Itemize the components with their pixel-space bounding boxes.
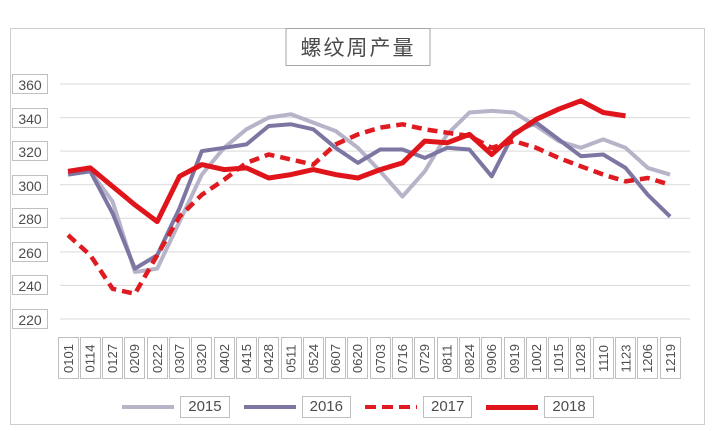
x-tick-label-0906: 0906: [481, 337, 503, 379]
x-tick-text: 0620: [350, 343, 366, 373]
y-tick-label-240: 240: [12, 275, 48, 296]
y-tick-label-360: 360: [12, 74, 48, 94]
legend-item-2017: 2017: [365, 396, 473, 418]
x-tick-text: 0919: [506, 343, 522, 373]
x-tick-text: 0415: [238, 343, 254, 373]
x-tick-label-1015: 1015: [548, 337, 570, 379]
legend-item-2018: 2018: [486, 396, 594, 418]
x-tick-text: 1219: [662, 343, 678, 373]
x-tick-text: 0127: [105, 343, 121, 373]
y-tick-label-260: 260: [12, 241, 48, 262]
legend-line-sample-2016: [243, 405, 296, 409]
series-line-2017: [66, 122, 671, 297]
legend-line-sample-2017: [365, 404, 417, 410]
x-tick-text: 0320: [194, 343, 210, 373]
x-tick-text: 1015: [551, 343, 567, 373]
x-tick-text: 1110: [595, 344, 611, 372]
legend-item-2016: 2016: [243, 396, 351, 418]
x-tick-label-1206: 1206: [637, 337, 659, 379]
x-tick-label-1028: 1028: [570, 337, 592, 379]
y-tick-label-300: 300: [12, 174, 48, 195]
x-tick-text: 1002: [528, 343, 544, 373]
x-tick-text: 1206: [640, 343, 656, 373]
x-tick-text: 0209: [127, 343, 143, 373]
x-tick-label-1123: 1123: [615, 337, 636, 379]
legend-line-sample-2018: [486, 404, 539, 410]
x-tick-label-0620: 0620: [347, 337, 369, 379]
y-tick-label-280: 280: [12, 208, 48, 229]
x-tick-text: 0703: [372, 343, 388, 373]
x-tick-text: 0524: [305, 343, 321, 373]
x-tick-text: 0811: [439, 344, 455, 372]
x-tick-text: 0511: [283, 344, 299, 372]
x-tick-label-0402: 0402: [213, 337, 235, 379]
x-tick-label-0127: 0127: [102, 337, 124, 379]
x-tick-label-0307: 0307: [169, 337, 190, 379]
x-tick-label-0716: 0716: [392, 337, 413, 379]
x-tick-text: 0307: [172, 343, 188, 373]
x-tick-label-0428: 0428: [258, 337, 280, 379]
x-tick-label-0607: 0607: [325, 337, 347, 379]
y-tick-label-320: 320: [12, 141, 48, 162]
series-line-2018: [67, 98, 626, 225]
x-tick-label-0101: 0101: [57, 337, 79, 379]
x-tick-label-0919: 0919: [503, 337, 525, 379]
legend-line-sample-2015: [122, 405, 175, 409]
x-tick-text: 0428: [261, 343, 277, 373]
x-tick-text: 0222: [149, 343, 165, 373]
x-tick-label-0511: 0511: [280, 337, 302, 379]
x-tick-label-0114: 0114: [79, 337, 101, 379]
chart-title: 螺纹周产量: [285, 28, 431, 66]
legend-label-2015: 2015: [180, 396, 230, 418]
series-line-2016: [67, 120, 672, 271]
legend-label-2017: 2017: [423, 396, 473, 418]
x-tick-text: 0824: [461, 343, 477, 373]
x-tick-text: 0101: [60, 343, 76, 373]
legend-label-2016: 2016: [301, 396, 351, 418]
series-line-2015: [67, 108, 671, 274]
x-tick-label-0824: 0824: [458, 337, 480, 379]
x-tick-text: 1028: [573, 343, 589, 373]
legend: 2015 2016 2017 2018: [0, 392, 716, 422]
x-tick-label-1110: 1110: [592, 337, 614, 379]
x-tick-label-0415: 0415: [235, 337, 257, 379]
x-tick-label-0222: 0222: [146, 337, 168, 379]
x-tick-label-1219: 1219: [659, 337, 681, 379]
x-tick-label-0729: 0729: [414, 337, 436, 379]
x-tick-text: 0607: [328, 343, 344, 373]
x-tick-label-0524: 0524: [302, 337, 324, 379]
y-tick-label-340: 340: [12, 107, 48, 128]
x-tick-label-0811: 0811: [436, 337, 458, 379]
x-tick-text: 1123: [618, 344, 633, 372]
x-tick-label-0320: 0320: [191, 337, 213, 379]
x-tick-text: 0114: [82, 344, 98, 372]
y-tick-label-220: 220: [12, 309, 48, 329]
x-tick-text: 0402: [216, 343, 232, 373]
x-tick-text: 0729: [417, 343, 433, 373]
x-tick-text: 0906: [484, 343, 500, 373]
x-tick-text: 0716: [395, 343, 411, 373]
legend-label-2018: 2018: [544, 396, 594, 418]
x-tick-label-0703: 0703: [369, 337, 391, 379]
x-tick-label-0209: 0209: [124, 337, 146, 379]
x-tick-label-1002: 1002: [525, 337, 547, 379]
legend-item-2015: 2015: [122, 396, 230, 418]
